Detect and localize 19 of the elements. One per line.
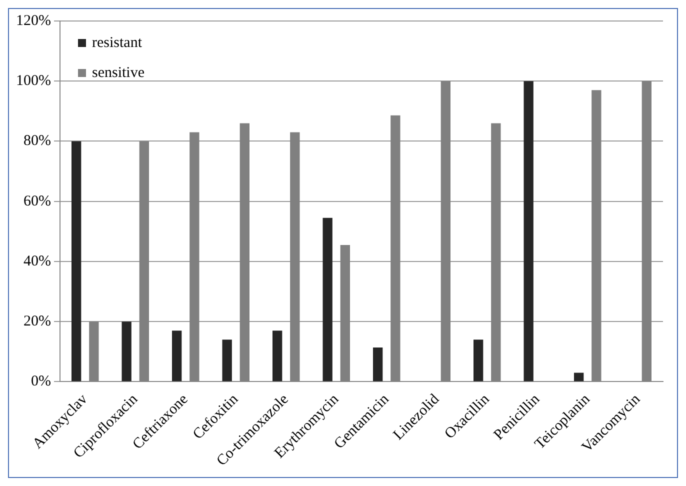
- bar: [524, 81, 534, 382]
- bar: [272, 330, 282, 382]
- bar: [372, 347, 383, 382]
- bar: [574, 372, 584, 382]
- legend-label: resistant: [92, 34, 143, 51]
- y-tick-label: 20%: [23, 314, 51, 330]
- legend-label: sensitive: [92, 64, 145, 81]
- bar: [122, 322, 132, 382]
- bar: [322, 218, 332, 382]
- y-tick-label: 40%: [23, 253, 51, 270]
- y-tick-label: 0%: [30, 374, 51, 390]
- bar: [473, 340, 484, 382]
- bar: [71, 141, 82, 382]
- y-tick-label: 60%: [23, 193, 51, 210]
- y-tick-label: 100%: [16, 73, 51, 90]
- bar: [222, 340, 232, 382]
- bar: [172, 330, 182, 382]
- y-tick-label: 80%: [23, 133, 51, 150]
- y-tick-label: 120%: [16, 12, 51, 29]
